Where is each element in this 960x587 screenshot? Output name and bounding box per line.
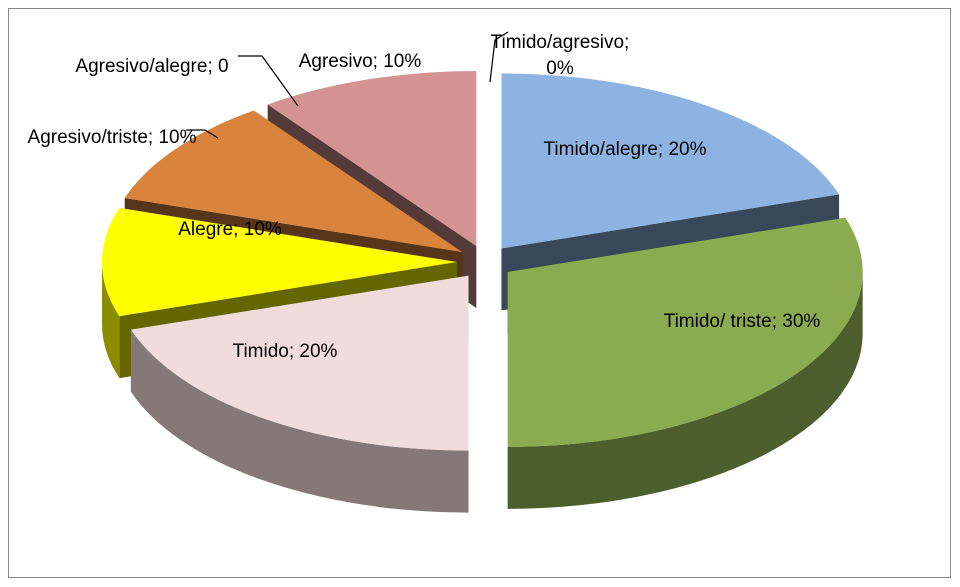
data-label: Timido/ triste; 30% (663, 311, 821, 332)
data-label: Agresivo/alegre; 0 (75, 56, 229, 77)
slice (507, 217, 863, 447)
data-label: Agresivo/triste; 10% (27, 127, 197, 148)
data-label: Agresivo; 10% (298, 51, 422, 72)
leader-line (489, 31, 509, 83)
slice (267, 71, 477, 247)
data-label: Timido; 20% (232, 341, 338, 362)
pie-tops (101, 71, 863, 451)
slice (101, 207, 457, 317)
data-label: Timido/agresivo; 0% (490, 32, 630, 79)
slice (124, 110, 463, 253)
slice-side (102, 262, 120, 379)
slice (130, 275, 469, 451)
slice-side (507, 271, 863, 509)
leader-line (186, 129, 219, 139)
slice-side (130, 329, 469, 513)
slice (501, 73, 840, 249)
leader-line (238, 55, 299, 107)
data-label: Alegre; 10% (178, 219, 282, 240)
data-label: Timido/alegre; 20% (543, 139, 707, 160)
